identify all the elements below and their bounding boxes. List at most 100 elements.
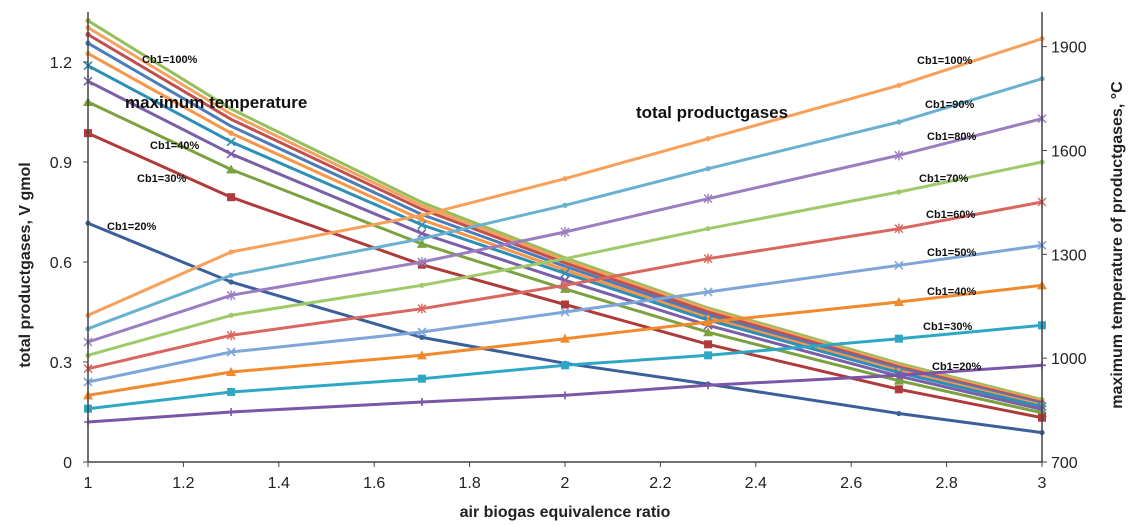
plot-area: Cb1=100% Cb1=40% Cb1=30% Cb1=20% Cb1=100% Cb1… xyxy=(83,18,1047,436)
data-point xyxy=(419,282,425,288)
annotation-maximum-temperature: maximum temperature xyxy=(125,93,307,112)
data-point xyxy=(894,385,903,394)
x-tick-label: 2.8 xyxy=(935,475,957,492)
x-axis-title: air biogas equivalence ratio xyxy=(460,504,671,521)
x-tick-label: 2 xyxy=(561,475,570,492)
data-point xyxy=(704,340,713,349)
series-label: Cb1=40% xyxy=(150,140,199,152)
data-point xyxy=(226,290,236,301)
data-point xyxy=(226,367,237,376)
x-tick-label: 1 xyxy=(84,475,93,492)
data-point xyxy=(227,408,236,416)
series-label: Cb1=100% xyxy=(142,54,198,66)
data-point xyxy=(227,193,236,202)
y-left-tick-label: 0.9 xyxy=(50,155,72,172)
data-point xyxy=(703,253,713,264)
gas-series xyxy=(85,76,1045,332)
data-point xyxy=(894,223,904,234)
x-tick-label: 2.4 xyxy=(745,475,767,492)
data-point xyxy=(228,272,234,278)
x-tick-label: 1.8 xyxy=(458,475,480,492)
y-right-tick-label: 700 xyxy=(1051,455,1078,472)
data-point xyxy=(561,391,569,400)
data-point xyxy=(226,164,237,174)
x-tick-label: 3 xyxy=(1038,475,1047,492)
gas-series xyxy=(83,240,1047,387)
series-label: Cb1=40% xyxy=(927,286,976,298)
data-point xyxy=(417,374,426,383)
data-point xyxy=(893,297,904,306)
data-point xyxy=(705,136,711,142)
series-label: Cb1=30% xyxy=(923,321,972,333)
data-point xyxy=(705,226,711,232)
data-point xyxy=(417,327,427,337)
data-point xyxy=(896,189,902,195)
annotation-total-product-gases: total productgases xyxy=(636,103,788,122)
data-point xyxy=(226,137,236,147)
data-point xyxy=(417,398,426,406)
data-point xyxy=(228,279,234,285)
data-point xyxy=(560,268,570,278)
temperature-series-line xyxy=(87,79,1043,411)
axes: 1 1.2 1.4 1.6 1.8 2 2.2 2.4 2.6 2.8 3 0 0.3 0.6 0.9 1.2… xyxy=(50,12,1087,492)
data-point xyxy=(561,361,569,370)
x-tick-label: 2.6 xyxy=(840,475,862,492)
data-point xyxy=(562,256,568,262)
y-right-axis-title: maximum temperature of productgases, °C xyxy=(1109,81,1126,409)
data-point xyxy=(419,212,425,218)
data-point xyxy=(417,220,427,230)
data-point xyxy=(562,176,568,182)
x-tick-label: 1.2 xyxy=(172,475,194,492)
data-point xyxy=(562,202,568,208)
data-point xyxy=(560,307,570,317)
data-point xyxy=(226,347,236,357)
data-point xyxy=(894,150,904,161)
data-point xyxy=(417,303,427,314)
data-point xyxy=(703,317,714,326)
series-label: Cb1=80% xyxy=(927,131,976,143)
data-point xyxy=(560,280,570,291)
x-tick-label: 2.2 xyxy=(649,475,671,492)
series-label: Cb1=50% xyxy=(927,247,976,259)
data-point xyxy=(561,300,569,309)
series-label: Cb1=60% xyxy=(926,209,975,221)
data-point xyxy=(896,119,902,125)
gas-series xyxy=(85,159,1045,358)
y-right-tick-label: 1900 xyxy=(1051,40,1087,57)
series-label: Cb1=90% xyxy=(925,99,974,111)
data-point xyxy=(704,381,713,390)
data-point xyxy=(419,236,425,242)
data-point xyxy=(417,257,427,267)
data-point xyxy=(416,350,427,360)
data-point xyxy=(705,166,711,172)
y-right-tick-label: 1600 xyxy=(1051,143,1087,160)
data-point xyxy=(419,334,425,340)
y-left-tick-label: 1.2 xyxy=(50,55,72,72)
gas-series xyxy=(83,197,1047,374)
data-point xyxy=(228,249,234,255)
data-point xyxy=(703,287,713,297)
y-left-tick-label: 0.3 xyxy=(50,355,72,372)
x-tick-label: 1.6 xyxy=(363,475,385,492)
data-point xyxy=(893,375,904,385)
data-point xyxy=(228,312,234,318)
data-point xyxy=(419,217,425,223)
data-point xyxy=(417,228,427,239)
data-point xyxy=(416,238,427,248)
data-point xyxy=(228,130,234,136)
data-point xyxy=(894,371,903,380)
data-point xyxy=(226,149,236,159)
series-label: Cb1=20% xyxy=(107,221,156,233)
series-label: Cb1=100% xyxy=(917,55,973,67)
data-point xyxy=(704,351,713,360)
temperature-series-line xyxy=(87,221,1043,435)
temperature-series-line xyxy=(87,19,1043,402)
gas-series xyxy=(83,113,1047,347)
temperature-series-line xyxy=(87,33,1043,404)
y-right-tick-label: 1000 xyxy=(1051,351,1087,368)
data-point xyxy=(560,227,570,237)
data-point xyxy=(226,330,236,341)
data-point xyxy=(896,410,902,417)
y-left-tick-label: 0 xyxy=(63,455,72,472)
